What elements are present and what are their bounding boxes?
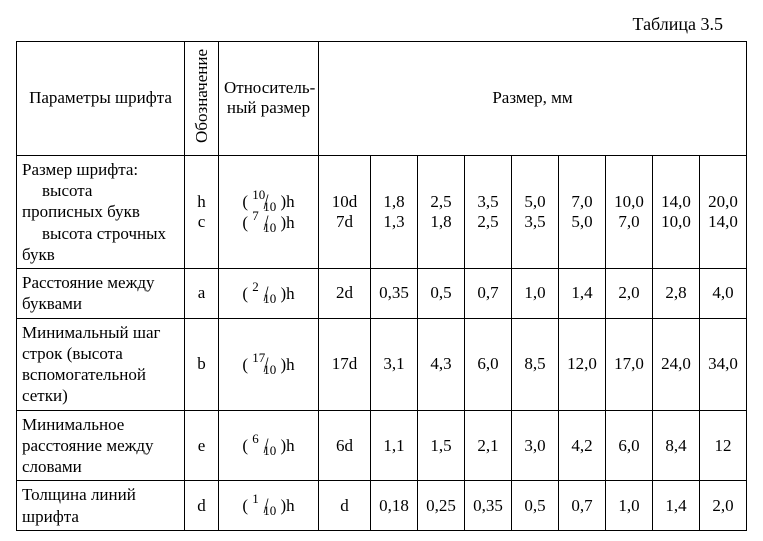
size-cell: 1,1 [371, 410, 418, 481]
size-cell: 12,0 [559, 318, 606, 410]
size-cell: 10d7d [319, 155, 371, 268]
param-cell: Расстояние между буквами [17, 269, 185, 319]
size-cell: 0,35 [465, 481, 512, 531]
header-relative: Относитель- ный размер [219, 42, 319, 156]
size-cell: 7,05,0 [559, 155, 606, 268]
size-cell: 0,7 [559, 481, 606, 531]
size-cell: 12 [700, 410, 747, 481]
size-cell: 10,07,0 [606, 155, 653, 268]
symbol-cell: hc [185, 155, 219, 268]
size-cell: 24,0 [653, 318, 700, 410]
size-cell: 8,4 [653, 410, 700, 481]
table-body: Размер шрифта:высотапрописных букввысота… [17, 155, 747, 530]
size-cell: 2,0 [606, 269, 653, 319]
size-cell: 0,35 [371, 269, 418, 319]
size-cell: 0,5 [512, 481, 559, 531]
size-cell: 8,5 [512, 318, 559, 410]
table-row: Толщина линий шрифтаd( 1/10 )hd0,180,250… [17, 481, 747, 531]
size-cell: 14,010,0 [653, 155, 700, 268]
param-cell: Толщина линий шрифта [17, 481, 185, 531]
size-cell: 1,81,3 [371, 155, 418, 268]
size-cell: 0,7 [465, 269, 512, 319]
symbol-cell: a [185, 269, 219, 319]
size-cell: 6,0 [606, 410, 653, 481]
size-cell: 2d [319, 269, 371, 319]
size-cell: 2,0 [700, 481, 747, 531]
size-cell: 2,51,8 [418, 155, 465, 268]
size-cell: 5,03,5 [512, 155, 559, 268]
param-cell: Размер шрифта:высотапрописных букввысота… [17, 155, 185, 268]
header-symbol: Обозначение [185, 42, 219, 156]
relative-size-cell: ( 1/10 )h [219, 481, 319, 531]
size-cell: 1,5 [418, 410, 465, 481]
size-cell: 3,52,5 [465, 155, 512, 268]
symbol-cell: e [185, 410, 219, 481]
size-cell: 0,18 [371, 481, 418, 531]
size-cell: 4,3 [418, 318, 465, 410]
size-cell: 4,0 [700, 269, 747, 319]
size-cell: 2,8 [653, 269, 700, 319]
table-row: Минимальный шаг строк (высота вспомогате… [17, 318, 747, 410]
size-cell: 17,0 [606, 318, 653, 410]
size-cell: 2,1 [465, 410, 512, 481]
size-cell: 34,0 [700, 318, 747, 410]
param-cell: Минимальный шаг строк (высота вспомогате… [17, 318, 185, 410]
size-cell: 6,0 [465, 318, 512, 410]
symbol-cell: d [185, 481, 219, 531]
size-cell: 3,0 [512, 410, 559, 481]
size-cell: 17d [319, 318, 371, 410]
relative-size-cell: ( 17/10 )h [219, 318, 319, 410]
size-cell: 1,4 [559, 269, 606, 319]
size-cell: 20,014,0 [700, 155, 747, 268]
size-cell: 1,0 [512, 269, 559, 319]
table-row: Расстояние между буквамиa( 2/10 )h2d0,35… [17, 269, 747, 319]
table-row: Минимальное расстояние между словамиe( 6… [17, 410, 747, 481]
size-cell: 3,1 [371, 318, 418, 410]
relative-size-cell: ( 10/10 )h( 7/10 )h [219, 155, 319, 268]
size-cell: 0,5 [418, 269, 465, 319]
symbol-cell: b [185, 318, 219, 410]
size-cell: 1,4 [653, 481, 700, 531]
font-params-table: Параметры шрифта Обозначение Относитель-… [16, 41, 747, 531]
param-cell: Минимальное расстояние между словами [17, 410, 185, 481]
size-cell: 1,0 [606, 481, 653, 531]
size-cell: 0,25 [418, 481, 465, 531]
relative-size-cell: ( 6/10 )h [219, 410, 319, 481]
relative-size-cell: ( 2/10 )h [219, 269, 319, 319]
table-row: Размер шрифта:высотапрописных букввысота… [17, 155, 747, 268]
header-size: Размер, мм [319, 42, 747, 156]
table-caption: Таблица 3.5 [16, 10, 747, 41]
size-cell: 6d [319, 410, 371, 481]
header-row: Параметры шрифта Обозначение Относитель-… [17, 42, 747, 156]
header-param: Параметры шрифта [17, 42, 185, 156]
size-cell: 4,2 [559, 410, 606, 481]
size-cell: d [319, 481, 371, 531]
